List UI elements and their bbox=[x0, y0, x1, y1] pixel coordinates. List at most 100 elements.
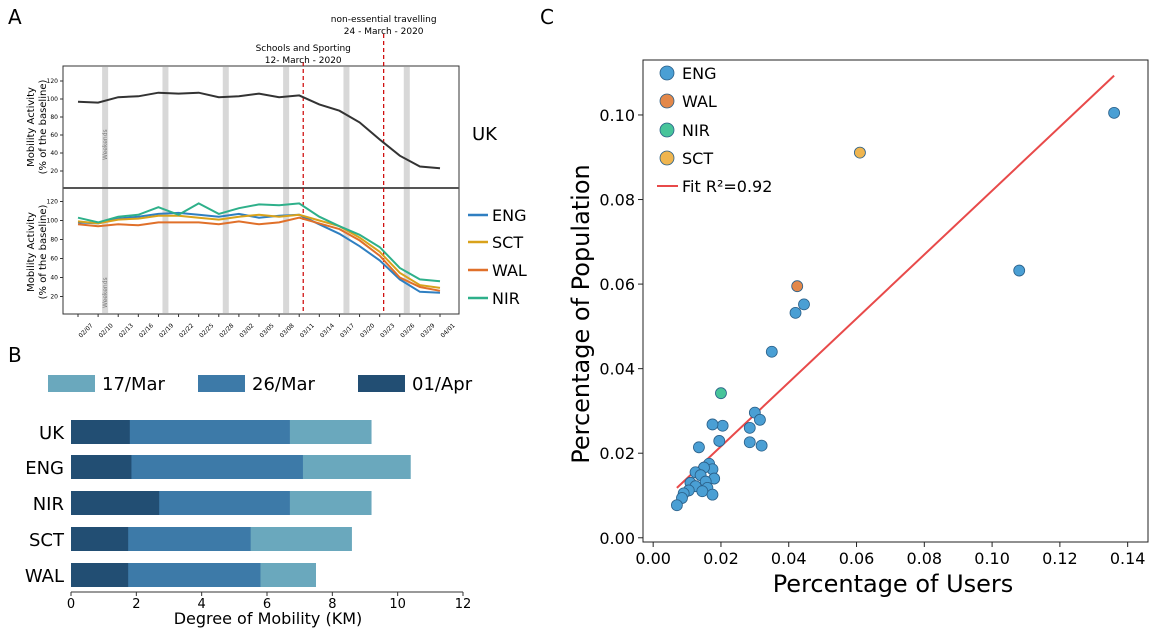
x-tick-label: 0.02 bbox=[703, 549, 739, 568]
point-eng bbox=[755, 439, 768, 452]
event-date: 12- March - 2020 bbox=[265, 56, 342, 66]
panel-label-a: A bbox=[8, 5, 22, 29]
panel-label-c: C bbox=[540, 5, 554, 29]
x-tick-label: 03/17 bbox=[339, 322, 356, 339]
legend-marker-wal bbox=[659, 93, 675, 109]
x-tick-label: 04/01 bbox=[439, 322, 456, 339]
legend-marker-sct bbox=[659, 150, 675, 166]
y-tick-label: 0.06 bbox=[599, 275, 635, 294]
line-sct bbox=[77, 213, 441, 289]
weekend-band bbox=[403, 189, 410, 313]
x-tick-label: 02/19 bbox=[158, 322, 175, 339]
panel-c-ylabel: Percentage of Population bbox=[567, 164, 595, 464]
panel-c-xlabel: Percentage of Users bbox=[773, 570, 1014, 598]
weekend-band bbox=[343, 189, 350, 313]
x-tick-label: 0.12 bbox=[1042, 549, 1078, 568]
panel-b-xlabel: Degree of Mobility (KM) bbox=[174, 609, 363, 628]
x-tick-label: 10 bbox=[389, 597, 406, 612]
y-tick-label: 120 bbox=[47, 199, 59, 206]
x-tick-label: 0 bbox=[67, 597, 75, 612]
legend-label-01-apr: 01/Apr bbox=[412, 374, 473, 395]
point-eng bbox=[1108, 106, 1121, 119]
legend-marker-nir bbox=[659, 122, 675, 138]
point-eng bbox=[706, 488, 719, 501]
weekend-band bbox=[283, 189, 290, 313]
y-tick-label: 0.10 bbox=[599, 106, 635, 125]
x-tick-label: 02/28 bbox=[218, 322, 235, 339]
y-tick-label: 60 bbox=[50, 256, 58, 263]
y-tick-label: 100 bbox=[47, 96, 59, 103]
event-date: 24 - March - 2020 bbox=[344, 27, 424, 37]
weekend-label: Weekends bbox=[102, 129, 109, 160]
point-eng bbox=[789, 306, 802, 319]
line-wal bbox=[77, 216, 441, 292]
point-eng bbox=[1013, 264, 1026, 277]
x-tick-label: 4 bbox=[198, 597, 206, 612]
legend-swatch-26-mar bbox=[198, 375, 245, 392]
x-tick-label: 02/22 bbox=[178, 322, 195, 339]
degree-of-mobility-bar-chart: 17/Mar 26/Mar 01/Apr UK ENG NIR SCT WAL 0 2 4 6 8 1… bbox=[25, 374, 473, 628]
y-tick-label: 0.00 bbox=[599, 529, 635, 548]
bar-wal-01-apr bbox=[71, 563, 129, 587]
point-eng bbox=[670, 499, 683, 512]
legend-swatch-17-mar bbox=[48, 375, 95, 392]
legend-label-fit: Fit R²=0.92 bbox=[682, 177, 772, 196]
x-tick-label: 03/02 bbox=[238, 322, 255, 339]
point-eng bbox=[716, 419, 729, 432]
weekend-band bbox=[102, 189, 109, 313]
legend-label-nir: NIR bbox=[682, 121, 710, 140]
weekend-band bbox=[162, 67, 169, 187]
legend-label-26-mar: 26/Mar bbox=[252, 374, 316, 395]
weekend-band bbox=[222, 67, 229, 187]
uk-label: UK bbox=[472, 124, 498, 145]
weekend-band bbox=[222, 189, 229, 313]
weekend-band bbox=[283, 67, 290, 187]
y-tick-label: 20 bbox=[50, 168, 58, 175]
bar-sct-01-apr bbox=[71, 527, 129, 551]
legend-label-nir: NIR bbox=[492, 289, 520, 308]
weekend-band bbox=[162, 189, 169, 313]
category-label-sct: SCT bbox=[29, 530, 65, 551]
x-tick-label: 02/25 bbox=[198, 322, 215, 339]
legend-label-eng: ENG bbox=[682, 64, 716, 83]
weekend-band bbox=[343, 67, 350, 187]
x-tick-label: 0.14 bbox=[1110, 549, 1146, 568]
x-tick-label: 6 bbox=[263, 597, 271, 612]
y-tick-label: 0.08 bbox=[599, 191, 635, 210]
legend-label-17-mar: 17/Mar bbox=[102, 374, 166, 395]
y-tick-label: 80 bbox=[50, 237, 58, 244]
legend-label-wal: WAL bbox=[492, 261, 527, 280]
weekend-label: Weekends bbox=[102, 277, 109, 308]
point-sct bbox=[854, 146, 866, 159]
panel-a-frame bbox=[62, 65, 460, 315]
point-eng bbox=[743, 436, 756, 449]
y-tick-label: 20 bbox=[50, 294, 58, 301]
legend-swatch-01-apr bbox=[358, 375, 405, 392]
point-eng bbox=[754, 413, 766, 426]
x-tick-label: 0.10 bbox=[974, 549, 1010, 568]
bar-uk-01-apr bbox=[71, 420, 130, 444]
y-tick-label: 40 bbox=[50, 150, 58, 157]
legend-label-wal: WAL bbox=[682, 92, 717, 111]
category-label-eng: ENG bbox=[25, 458, 64, 479]
legend-label-eng: ENG bbox=[492, 206, 526, 225]
x-tick-label: 03/14 bbox=[319, 322, 336, 339]
x-tick-label: 0.08 bbox=[906, 549, 942, 568]
x-tick-label: 03/23 bbox=[379, 322, 396, 339]
point-wal bbox=[791, 280, 804, 293]
mobility-timeseries-chart: Weekends Weekends Schools and Sporting 12-… bbox=[26, 15, 527, 339]
fit-line bbox=[676, 74, 1115, 489]
point-eng bbox=[743, 421, 756, 434]
category-label-nir: NIR bbox=[33, 494, 64, 515]
point-eng bbox=[696, 485, 709, 498]
event-label: Schools and Sporting bbox=[256, 44, 351, 54]
point-eng bbox=[706, 418, 719, 431]
line-nir bbox=[77, 202, 441, 283]
weekend-band bbox=[403, 67, 410, 187]
point-eng bbox=[798, 298, 810, 311]
x-tick-label: 0.00 bbox=[635, 549, 671, 568]
legend-marker-eng bbox=[659, 65, 675, 81]
y-tick-label: 120 bbox=[47, 78, 59, 85]
legend-label-sct: SCT bbox=[682, 149, 713, 168]
